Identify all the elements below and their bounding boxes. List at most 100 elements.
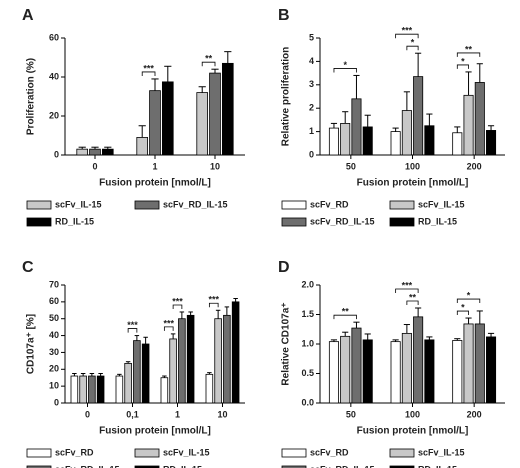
- significance-bracket: [333, 314, 357, 320]
- x-tick-label: 1: [175, 409, 180, 419]
- bar: [223, 314, 231, 404]
- bar: [362, 339, 373, 404]
- bar: [486, 336, 497, 404]
- bar: [231, 301, 240, 404]
- y-axis-title: CD107a⁺ [%]: [26, 314, 37, 374]
- bar: [149, 90, 161, 156]
- significance-bracket: [208, 302, 219, 308]
- significance-bracket: [395, 33, 419, 39]
- legend-swatch: [281, 448, 307, 458]
- y-tick-label: 40: [49, 71, 59, 81]
- significance-bracket: [201, 61, 216, 67]
- legend-label: scFv_IL-15: [163, 447, 210, 457]
- legend-label: scFv_IL-15: [418, 447, 465, 457]
- y-tick-label: 0.0: [301, 397, 314, 407]
- x-tick-label: 0: [85, 409, 90, 419]
- bar: [133, 340, 141, 404]
- panel-letter: B: [278, 7, 290, 24]
- y-tick-label: 1.0: [301, 338, 314, 348]
- legend-swatch: [26, 448, 52, 458]
- bar: [401, 110, 412, 156]
- y-tick-label: 0: [54, 397, 59, 407]
- bar: [413, 76, 424, 156]
- bar: [328, 127, 339, 156]
- bar: [328, 341, 339, 404]
- y-tick-label: 2: [309, 103, 314, 113]
- legend-swatch: [281, 200, 307, 210]
- significance-label: **: [465, 44, 473, 54]
- y-axis-title: Relative CD107a⁺: [281, 302, 292, 385]
- significance-bracket: [127, 328, 138, 333]
- y-axis-title: Relative proliferation: [281, 47, 292, 146]
- y-tick-label: 60: [49, 296, 59, 306]
- bar: [452, 340, 463, 404]
- x-tick-label: 0: [92, 161, 97, 171]
- legend-label: scFv_RD_IL-15: [163, 199, 228, 209]
- y-axis-title: Proliferation (%): [26, 58, 37, 135]
- bar: [390, 341, 401, 404]
- y-tick-label: 30: [49, 347, 59, 357]
- bar: [214, 318, 222, 404]
- bar: [424, 125, 435, 156]
- significance-bracket: [406, 45, 419, 51]
- bar: [463, 94, 474, 156]
- y-tick-label: 3: [309, 79, 314, 89]
- bar: [474, 82, 485, 156]
- significance-label: **: [409, 292, 417, 302]
- x-axis-title: Fusion protein [nmol/L]: [357, 178, 469, 189]
- bar: [76, 148, 89, 156]
- significance-bracket: [456, 64, 469, 69]
- legend-swatch: [134, 465, 160, 468]
- bar: [413, 316, 424, 404]
- significance-bracket: [333, 68, 357, 73]
- bar: [424, 339, 435, 404]
- y-tick-label: 20: [49, 364, 59, 374]
- panel-letter: C: [22, 259, 34, 276]
- legend-swatch: [389, 200, 415, 210]
- y-tick-label: 0: [54, 149, 59, 159]
- legend-label: scFv_IL-15: [418, 199, 465, 209]
- bar: [340, 123, 351, 156]
- bar: [161, 81, 174, 156]
- legend-swatch: [134, 200, 160, 210]
- significance-label: *: [461, 302, 465, 312]
- y-tick-label: 5: [309, 32, 314, 42]
- legend-label: RD_IL-15: [163, 464, 202, 468]
- significance-bracket: [406, 300, 419, 306]
- significance-bracket: [456, 298, 481, 304]
- x-tick-label: 50: [346, 409, 356, 419]
- bar: [474, 323, 485, 404]
- y-tick-label: 70: [49, 279, 59, 289]
- panel-letter: A: [22, 7, 34, 24]
- legend-label: scFv_RD: [55, 447, 94, 457]
- bar: [351, 327, 362, 404]
- significance-label: *: [411, 38, 415, 48]
- bar: [486, 130, 497, 156]
- bar: [96, 375, 105, 404]
- bar: [390, 131, 401, 156]
- significance-bracket: [172, 304, 183, 309]
- bar: [463, 323, 474, 404]
- bar: [351, 98, 362, 156]
- bar: [340, 335, 351, 404]
- x-tick-label: 1: [152, 161, 157, 171]
- bar: [136, 137, 149, 156]
- x-axis-title: Fusion protein [nmol/L]: [99, 426, 211, 437]
- legend-swatch: [134, 448, 160, 458]
- significance-label: ***: [127, 320, 138, 330]
- legend-swatch: [389, 217, 415, 227]
- y-tick-label: 20: [49, 110, 59, 120]
- bar: [102, 148, 114, 156]
- bar: [209, 72, 221, 156]
- y-tick-label: 0.5: [301, 368, 314, 378]
- significance-label: ***: [402, 280, 413, 290]
- x-tick-label: 0,1: [126, 409, 139, 419]
- bar: [88, 375, 96, 404]
- significance-bracket: [395, 288, 419, 294]
- y-tick-label: 0: [309, 149, 314, 159]
- legend-label: scFv_RD: [310, 199, 349, 209]
- y-tick-label: 1: [309, 126, 314, 136]
- bar: [452, 132, 463, 156]
- bar: [141, 343, 150, 404]
